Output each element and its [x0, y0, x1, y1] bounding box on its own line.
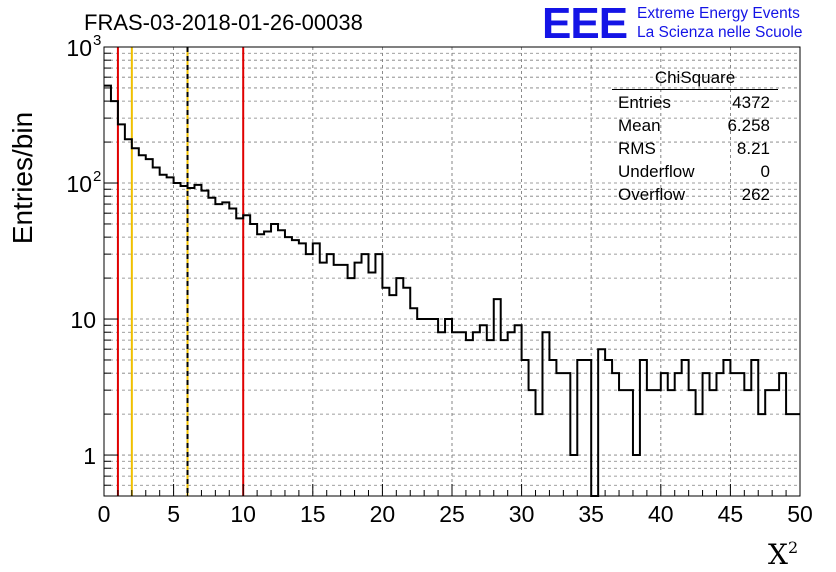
x-tick-label: 40 [648, 501, 674, 527]
x-axis-label: X2 [768, 538, 798, 571]
y-tick-label: 1 [83, 443, 96, 469]
run-title: FRAS-03-2018-01-26-00038 [84, 10, 363, 35]
y-tick-label-exponent: 3 [93, 32, 101, 49]
stats-label: Overflow [618, 185, 686, 204]
eee-logo: EEE [542, 0, 628, 48]
stats-label: RMS [618, 139, 656, 158]
stats-row-overflow: Overflow 262 [612, 183, 778, 206]
x-tick-label: 10 [230, 501, 256, 527]
stats-row-rms: RMS 8.21 [612, 137, 778, 160]
stats-title: ChiSquare [612, 68, 778, 90]
x-axis-label-superscript: 2 [788, 538, 798, 557]
y-tick-label: 10 [66, 171, 92, 197]
x-tick-label: 15 [300, 501, 326, 527]
stats-value: 6.258 [727, 116, 770, 135]
y-axis-label: Entries/bin [7, 112, 38, 244]
stats-row-underflow: Underflow 0 [612, 160, 778, 183]
x-tick-label: 20 [370, 501, 396, 527]
reference-lines [116, 47, 245, 496]
x-tick-label: 45 [718, 501, 744, 527]
x-tick-label: 50 [787, 501, 813, 527]
stats-row-mean: Mean 6.258 [612, 114, 778, 137]
y-tick-label: 10 [70, 307, 96, 333]
stats-label: Mean [618, 116, 661, 135]
logo-caption-line2: La Scienza nelle Scuole [637, 24, 803, 41]
stats-value: 4372 [732, 93, 770, 112]
x-axis-label-base: X [768, 538, 788, 571]
logo-caption-line1: Extreme Energy Events [637, 5, 800, 22]
stats-value: 0 [760, 162, 770, 181]
stats-box: ChiSquare Entries 4372 Mean 6.258 RMS 8.21 Und… [612, 68, 778, 206]
x-tick-label: 0 [98, 501, 111, 527]
stats-value: 8.21 [736, 139, 770, 158]
stats-row-entries: Entries 4372 [612, 91, 778, 114]
axis-ticks [103, 46, 801, 497]
histogram-series [104, 84, 800, 497]
x-tick-label: 5 [167, 501, 180, 527]
x-tick-label: 30 [509, 501, 535, 527]
y-tick-label-exponent: 2 [93, 168, 101, 185]
x-tick-label: 25 [439, 501, 465, 527]
stats-label: Entries [618, 93, 671, 112]
stats-value: 262 [741, 185, 770, 204]
histogram-outline [104, 84, 800, 497]
stats-rows: Entries 4372 Mean 6.258 RMS 8.21 Underflow 0 Ove… [612, 91, 778, 206]
stats-label: Underflow [618, 162, 695, 181]
y-tick-label: 10 [66, 35, 92, 61]
logo-caption: Extreme Energy Events La Scienza nelle S… [637, 4, 802, 42]
x-tick-label: 35 [578, 501, 604, 527]
